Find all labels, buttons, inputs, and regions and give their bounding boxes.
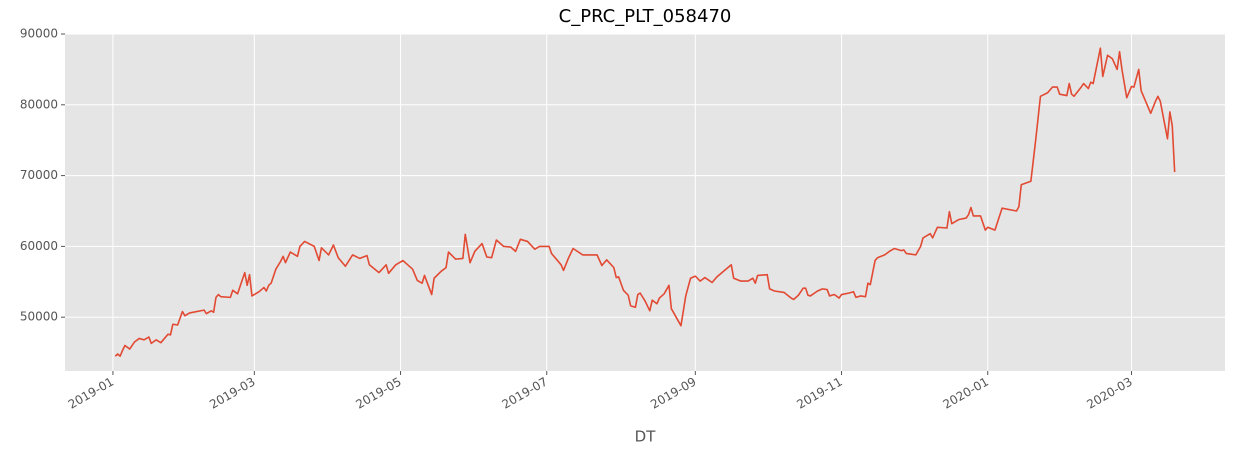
plot-area <box>65 34 1225 371</box>
y-tick-label: 80000 <box>20 97 58 111</box>
x-tick-label: 2020-03 <box>1084 375 1134 412</box>
x-tick-label: 2019-09 <box>648 375 698 412</box>
x-tick-label: 2019-07 <box>500 375 550 412</box>
x-tick-label: 2019-01 <box>66 375 116 412</box>
x-tick-label: 2020-01 <box>941 375 991 412</box>
y-tick-label: 70000 <box>20 168 58 182</box>
y-tick-label: 50000 <box>20 310 58 324</box>
x-axis-label: DT <box>635 428 657 446</box>
x-tick-label: 2019-05 <box>353 375 403 412</box>
y-tick-label: 60000 <box>20 239 58 253</box>
chart-title: C_PRC_PLT_058470 <box>559 6 732 27</box>
y-tick-label: 90000 <box>20 27 58 41</box>
x-tick-label: 2019-11 <box>794 375 844 412</box>
line <box>114 47 1176 357</box>
x-tick-label: 2019-03 <box>207 375 257 412</box>
